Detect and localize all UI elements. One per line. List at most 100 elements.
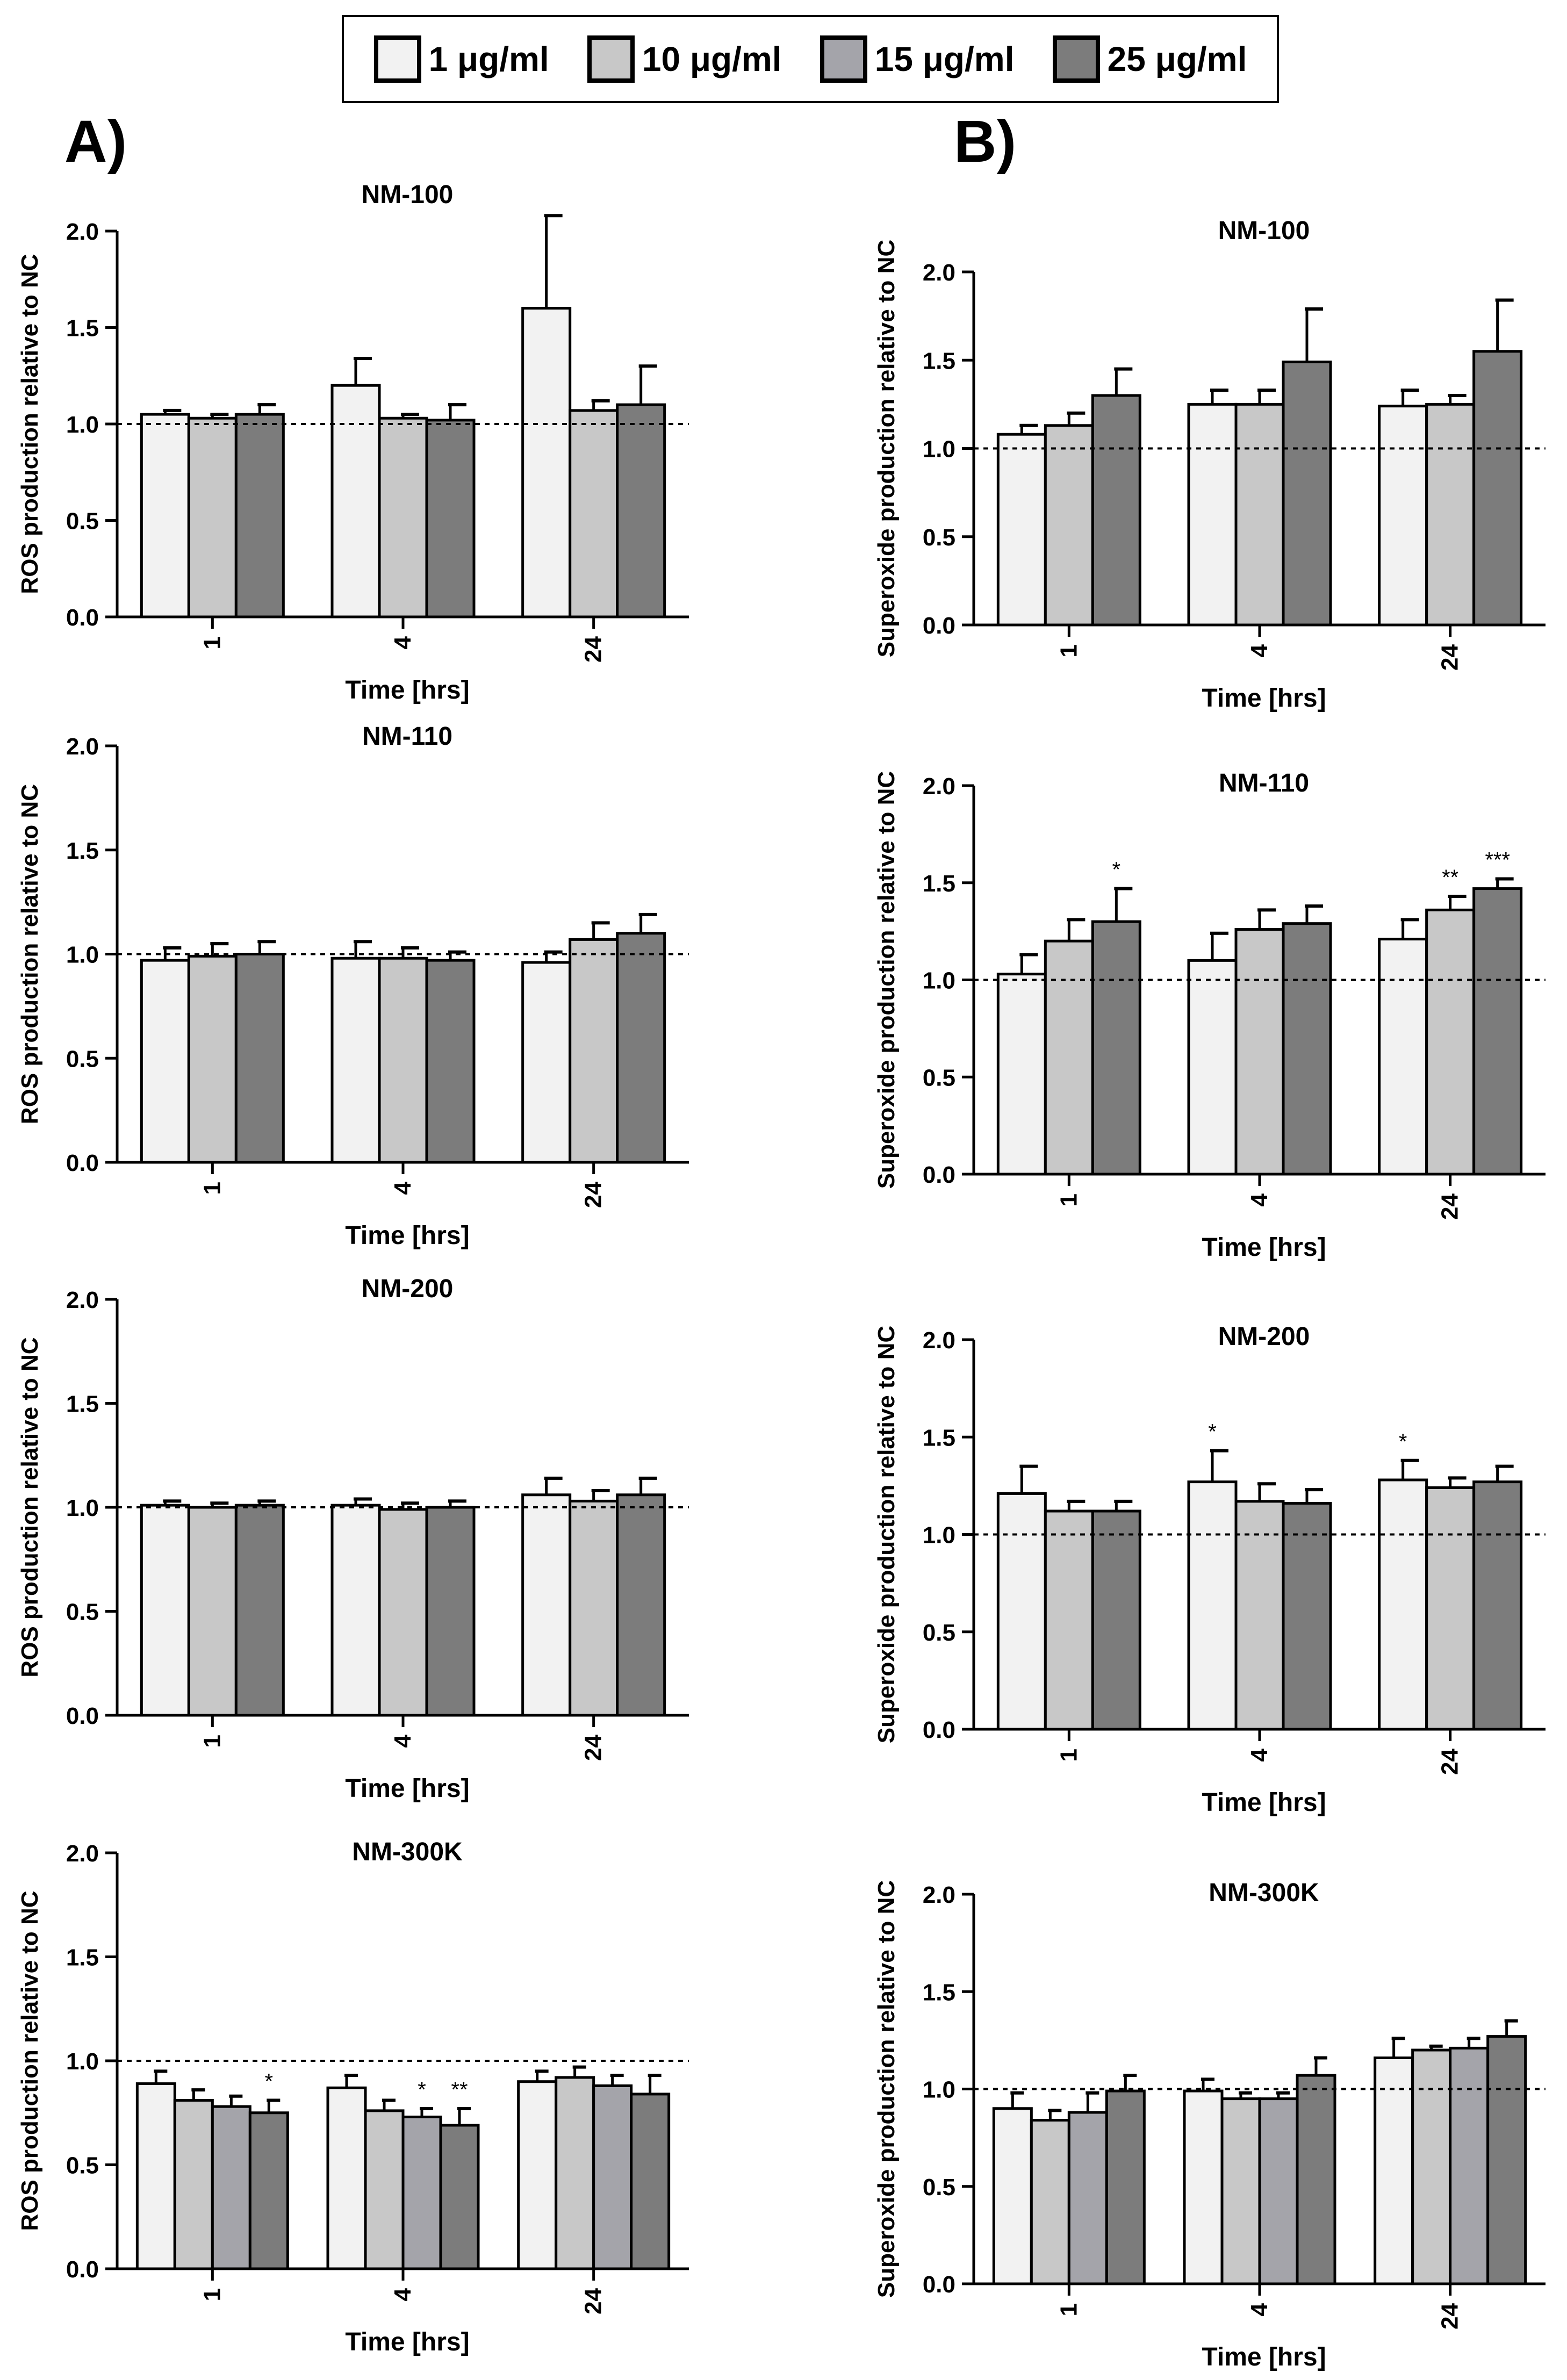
legend-item-25: 25 μg/ml bbox=[1052, 35, 1247, 83]
bar bbox=[1067, 2111, 1108, 2285]
legend: 1 μg/ml 10 μg/ml 15 μg/ml 25 μg/ml bbox=[342, 15, 1279, 103]
chart-title: NM-300K bbox=[1209, 1879, 1319, 1907]
y-axis-label: Superoxide production relative to NC bbox=[873, 240, 900, 657]
y-tick-label: 1.0 bbox=[923, 1522, 955, 1549]
bar bbox=[1258, 2097, 1299, 2285]
y-axis-label: ROS production relative to NC bbox=[17, 784, 43, 1124]
bar bbox=[248, 2111, 289, 2270]
y-tick-label: 1.5 bbox=[923, 1979, 955, 2005]
bar bbox=[1378, 1478, 1428, 1731]
y-tick-label: 0.5 bbox=[923, 1065, 955, 1091]
bar bbox=[425, 419, 476, 619]
y-tick-label: 2.0 bbox=[923, 260, 955, 286]
x-tick-label: 24 bbox=[1437, 2303, 1463, 2329]
y-tick-label: 0.0 bbox=[66, 1150, 99, 1176]
significance-mark: ** bbox=[451, 2078, 468, 2102]
bar bbox=[1425, 1486, 1476, 1731]
y-tick-label: 2.0 bbox=[66, 1287, 99, 1313]
legend-swatch-25 bbox=[1052, 35, 1100, 83]
bar bbox=[425, 1506, 476, 1717]
bar bbox=[1425, 402, 1476, 627]
bar bbox=[521, 1493, 572, 1717]
bar bbox=[996, 433, 1047, 627]
bar bbox=[135, 2082, 176, 2270]
x-axis-label: Time [hrs] bbox=[1202, 1788, 1326, 1817]
bar bbox=[378, 1508, 428, 1717]
chart-b-nm-200: NM-200 0.0 0.5 1.0 1.5 2.0 Superoxide producti… bbox=[873, 1322, 1546, 1817]
bar bbox=[1091, 1509, 1141, 1731]
x-axis-label: Time [hrs] bbox=[345, 676, 469, 704]
y-tick-label: 1.5 bbox=[923, 871, 955, 897]
bar bbox=[439, 2124, 480, 2270]
bar bbox=[187, 954, 238, 1164]
y-tick-label: 0.5 bbox=[66, 2153, 99, 2179]
bar bbox=[1472, 350, 1523, 627]
legend-swatch-10 bbox=[587, 35, 635, 83]
chart-a-nm-100: NM-100 0.0 0.5 1.0 1.5 2.0 ROS production rela… bbox=[17, 181, 689, 704]
legend-item-1: 1 μg/ml bbox=[373, 35, 549, 83]
y-tick-label: 1.0 bbox=[66, 942, 99, 968]
chart-b-nm-100: NM-100 0.0 0.5 1.0 1.5 2.0 Superoxide producti… bbox=[873, 217, 1546, 713]
bar bbox=[1234, 928, 1285, 1176]
chart-b-nm-300k: NM-300K 0.0 0.5 1.0 1.5 2.0 Superoxide product… bbox=[873, 1879, 1546, 2371]
bar bbox=[1472, 887, 1523, 1176]
legend-swatch-1 bbox=[373, 35, 421, 83]
x-tick-label: 4 bbox=[1246, 1193, 1273, 1206]
bar bbox=[1374, 2057, 1414, 2285]
bar bbox=[234, 953, 285, 1164]
bar bbox=[996, 1492, 1047, 1731]
x-axis-label: Time [hrs] bbox=[1202, 684, 1326, 713]
bar bbox=[330, 957, 381, 1164]
bar bbox=[1282, 922, 1332, 1176]
bar bbox=[616, 1493, 666, 1717]
bar bbox=[569, 1499, 619, 1717]
y-tick-label: 1.0 bbox=[923, 436, 955, 463]
chart-title: NM-110 bbox=[1219, 769, 1309, 797]
legend-item-10: 10 μg/ml bbox=[587, 35, 782, 83]
y-tick-label: 0.0 bbox=[923, 1162, 955, 1188]
bar bbox=[630, 2093, 671, 2270]
y-tick-label: 1.5 bbox=[66, 1391, 99, 1418]
chart-title: NM-200 bbox=[362, 1275, 454, 1303]
y-tick-label: 1.0 bbox=[66, 2048, 99, 2075]
bar bbox=[140, 959, 190, 1164]
y-tick-label: 1.0 bbox=[66, 412, 99, 438]
significance-mark: * bbox=[1208, 1420, 1217, 1444]
legend-label-1: 1 μg/ml bbox=[428, 40, 549, 78]
bar bbox=[364, 2109, 405, 2270]
bar bbox=[401, 2115, 442, 2270]
significance-mark: * bbox=[1399, 1430, 1407, 1454]
x-tick-label: 1 bbox=[199, 2288, 225, 2301]
x-axis-label: Time [hrs] bbox=[345, 1774, 469, 1803]
panel-label-b: B) bbox=[954, 109, 1017, 175]
bar bbox=[555, 2076, 595, 2270]
chart-title: NM-200 bbox=[1218, 1322, 1310, 1351]
bar bbox=[1044, 424, 1094, 627]
y-tick-label: 1.5 bbox=[66, 838, 99, 864]
bar bbox=[330, 1504, 381, 1717]
bar bbox=[1282, 1502, 1332, 1731]
x-tick-label: 24 bbox=[1437, 1748, 1463, 1774]
bar bbox=[569, 938, 619, 1164]
chart-a-nm-300k: NM-300K 0.0 0.5 1.0 1.5 2.0 ROS production rel… bbox=[17, 1838, 689, 2356]
y-axis-label: ROS production relative to NC bbox=[17, 1337, 43, 1677]
bar bbox=[517, 2080, 558, 2270]
y-tick-label: 2.0 bbox=[66, 1840, 99, 1867]
chart-a-nm-200: NM-200 0.0 0.5 1.0 1.5 2.0 ROS production rela… bbox=[17, 1275, 689, 1803]
x-tick-label: 24 bbox=[1437, 1193, 1463, 1219]
chart-title: NM-300K bbox=[352, 1838, 463, 1866]
y-tick-label: 0.0 bbox=[66, 2256, 99, 2283]
bar bbox=[187, 416, 238, 619]
x-tick-label: 4 bbox=[390, 1181, 416, 1195]
y-tick-label: 0.5 bbox=[66, 508, 99, 535]
x-tick-label: 4 bbox=[390, 2288, 416, 2301]
x-axis-label: Time [hrs] bbox=[345, 2328, 469, 2356]
x-tick-label: 1 bbox=[1055, 2303, 1082, 2316]
legend-item-15: 15 μg/ml bbox=[820, 35, 1014, 83]
bar bbox=[1044, 939, 1094, 1176]
y-axis-label: ROS production relative to NC bbox=[17, 254, 43, 594]
bar bbox=[1091, 920, 1141, 1176]
y-tick-label: 0.0 bbox=[923, 2271, 955, 2298]
y-tick-label: 2.0 bbox=[923, 1882, 955, 1908]
bar bbox=[173, 2099, 214, 2270]
